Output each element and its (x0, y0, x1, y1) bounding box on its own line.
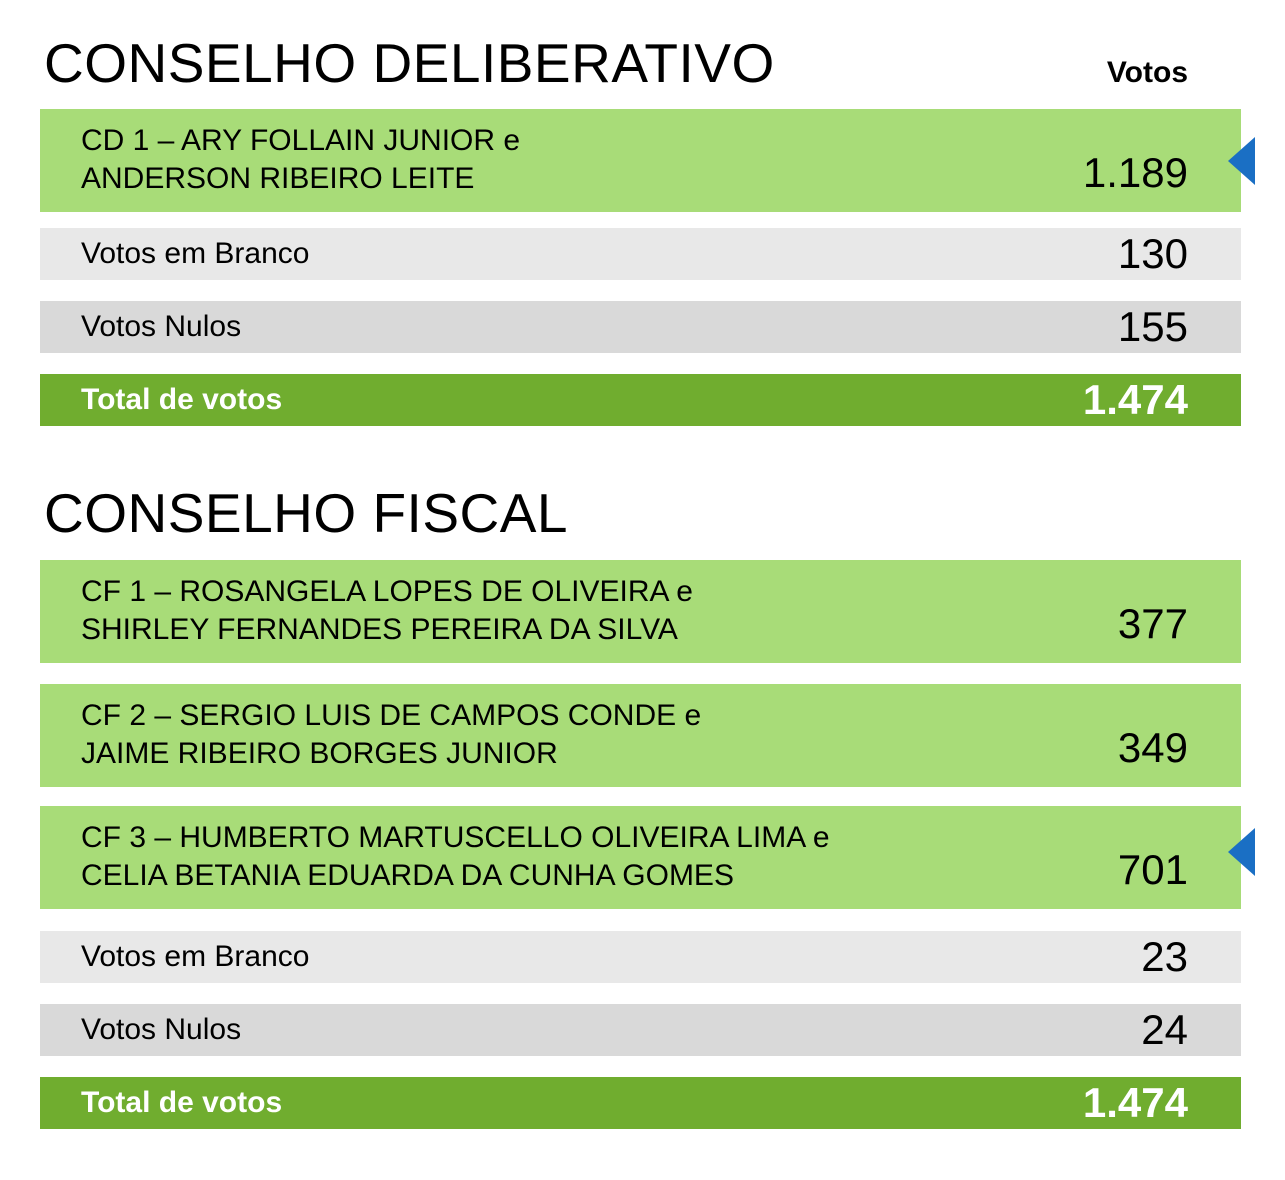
winner-marker-icon (1228, 828, 1255, 876)
candidate-name-line-2: ANDERSON RIBEIRO LEITE (81, 162, 475, 195)
blank-votes-label: Votos em Branco (81, 237, 310, 270)
candidate-name: CF 2 – SERGIO LUIS DE CAMPOS CONDE e JAI… (81, 697, 701, 773)
cf-blank-votes-row: Votos em Branco 23 (40, 931, 1241, 983)
cf-null-votes-row: Votos Nulos 24 (40, 1004, 1241, 1056)
candidate-votes: 701 (1117, 846, 1188, 893)
blank-votes-value: 130 (1117, 230, 1188, 277)
blank-votes-label: Votos em Branco (81, 940, 310, 973)
null-votes-label: Votos Nulos (81, 1013, 242, 1046)
candidate-name-line-2: CELIA BETANIA EDUARDA DA CUNHA GOMES (81, 859, 734, 892)
cf-total-votes-row: Total de votos 1.474 (40, 1077, 1241, 1129)
candidate-name-line-2: JAIME RIBEIRO BORGES JUNIOR (81, 737, 558, 770)
null-votes-label: Votos Nulos (81, 310, 242, 343)
candidate-name-line-1: CF 1 – ROSANGELA LOPES DE OLIVEIRA e (81, 575, 693, 608)
candidate-name-line-1: CF 2 – SERGIO LUIS DE CAMPOS CONDE e (81, 699, 702, 732)
candidate-name-line-2: SHIRLEY FERNANDES PEREIRA DA SILVA (81, 613, 678, 646)
total-votes-value: 1.474 (1082, 1079, 1188, 1126)
total-votes-value: 1.474 (1082, 376, 1188, 423)
cf-candidate-row-1: CF 1 – ROSANGELA LOPES DE OLIVEIRA e SHI… (40, 560, 1241, 663)
candidate-name: CF 1 – ROSANGELA LOPES DE OLIVEIRA e SHI… (81, 573, 693, 649)
candidate-name-line-1: CD 1 – ARY FOLLAIN JUNIOR e (81, 124, 521, 157)
cf-candidate-row-3: CF 3 – HUMBERTO MARTUSCELLO OLIVEIRA LIM… (40, 806, 1241, 909)
votes-column-header: Votos (1106, 56, 1188, 89)
total-votes-label: Total de votos (81, 383, 283, 416)
cd-total-votes-row: Total de votos 1.474 (40, 374, 1241, 426)
cf-section-title: CONSELHO FISCAL (44, 482, 569, 544)
winner-marker-icon (1228, 137, 1255, 185)
cd-candidate-row-1: CD 1 – ARY FOLLAIN JUNIOR e ANDERSON RIB… (40, 109, 1241, 212)
candidate-votes: 349 (1117, 724, 1188, 771)
cd-null-votes-row: Votos Nulos 155 (40, 301, 1241, 353)
candidate-votes: 1.189 (1082, 149, 1188, 196)
null-votes-value: 24 (1141, 1006, 1188, 1053)
cd-section-title: CONSELHO DELIBERATIVO (44, 32, 775, 94)
candidate-votes: 377 (1117, 600, 1188, 647)
candidate-name: CD 1 – ARY FOLLAIN JUNIOR e ANDERSON RIB… (81, 122, 520, 198)
cf-candidate-row-2: CF 2 – SERGIO LUIS DE CAMPOS CONDE e JAI… (40, 684, 1241, 787)
null-votes-value: 155 (1117, 303, 1188, 350)
blank-votes-value: 23 (1141, 933, 1188, 980)
cd-blank-votes-row: Votos em Branco 130 (40, 228, 1241, 280)
candidate-name-line-1: CF 3 – HUMBERTO MARTUSCELLO OLIVEIRA LIM… (81, 821, 830, 854)
candidate-name: CF 3 – HUMBERTO MARTUSCELLO OLIVEIRA LIM… (81, 819, 830, 895)
total-votes-label: Total de votos (81, 1086, 283, 1119)
